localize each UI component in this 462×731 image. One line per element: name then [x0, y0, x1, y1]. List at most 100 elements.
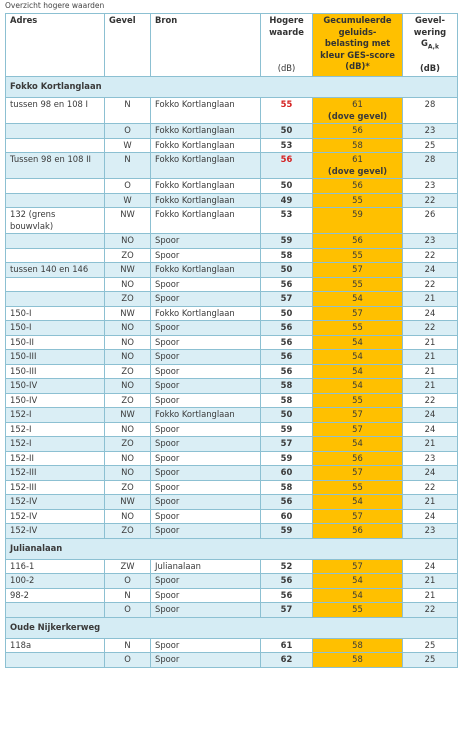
hogere-waarde: 55	[280, 99, 293, 109]
table-row: 150-II NO Spoor 56 54 21	[5, 334, 458, 350]
gevel: ZO	[121, 525, 134, 535]
bron-cell: Spoor	[150, 233, 261, 249]
gevel: NW	[120, 496, 135, 506]
adres-cell: 150-III	[5, 349, 105, 365]
bron: Spoor	[155, 235, 180, 245]
gecumuleerd: 55	[352, 194, 363, 205]
header-unit: (dB)	[277, 62, 296, 73]
gevel: NW	[120, 307, 135, 318]
gecumuleerd: 56	[352, 180, 363, 190]
hogere-waarde: 53	[280, 139, 293, 150]
gevelwering-cell: 24	[402, 465, 458, 481]
gevelwering: 23	[424, 235, 436, 245]
adres: tussen 140 en 146	[10, 264, 89, 274]
hogere-cell: 50	[260, 305, 313, 321]
header-text: Gevel	[109, 15, 136, 25]
table-row: 152-II NO Spoor 59 56 23	[5, 450, 458, 466]
adres-cell: 150-I	[5, 305, 105, 321]
table-row: W Fokko Kortlanglaan 53 58 25	[5, 137, 458, 153]
adres-cell: 152-IV	[5, 523, 105, 539]
gecumuleerd: 57	[352, 307, 363, 318]
ges-cell: 54	[312, 587, 403, 603]
header-symbol: G	[421, 38, 428, 48]
adres: 150-I	[10, 307, 32, 318]
gecumuleerd: 55	[352, 394, 363, 405]
adres-cell	[5, 233, 105, 249]
bron: Spoor	[155, 278, 180, 289]
gevel: ZO	[121, 481, 134, 492]
gevel: NO	[121, 510, 134, 521]
header-text: Gecumuleerde geluids-belasting met kleur…	[320, 15, 395, 71]
gevelwering: 25	[424, 139, 436, 150]
section-title: Oude Nijkerkerweg	[5, 616, 458, 639]
gevel: O	[124, 180, 131, 190]
gevel-cell: ZW	[104, 558, 151, 574]
table-row: NO Spoor 56 55 22	[5, 276, 458, 292]
gevel: ZW	[120, 560, 135, 571]
adres-cell: 150-IV	[5, 378, 105, 394]
gevel: O	[124, 575, 131, 585]
adres-cell	[5, 276, 105, 292]
gevelwering: 21	[424, 336, 436, 347]
gevel-cell: NO	[104, 334, 151, 350]
gevelwering: 22	[424, 194, 436, 205]
gecumuleerd: 54	[352, 380, 363, 390]
hogere-waarde: 56	[280, 336, 293, 347]
gevelwering: 25	[424, 639, 436, 650]
ges-cell: 56	[312, 450, 403, 466]
bron-cell: Fokko Kortlanglaan	[150, 262, 261, 278]
gevel: NO	[121, 467, 134, 477]
gecumuleerd: 54	[352, 575, 363, 585]
hogere-cell: 56	[260, 363, 313, 379]
gevelwering: 24	[424, 560, 436, 571]
adres-cell: 150-II	[5, 334, 105, 350]
gecumuleerd: 61	[352, 154, 363, 164]
gevelwering-cell: 21	[402, 378, 458, 394]
header-text: Bron	[155, 15, 178, 25]
ges-cell: 57	[312, 508, 403, 524]
hogere-waarde: 60	[280, 467, 293, 477]
hogere-waarde: 52	[280, 560, 293, 571]
bron: Fokko Kortlanglaan	[155, 209, 235, 219]
gevelwering: 21	[424, 575, 436, 585]
adres-cell	[5, 137, 105, 153]
header-cell: Gecumuleerde geluids-belasting met kleur…	[312, 13, 403, 77]
hogere-waarde: 62	[280, 654, 293, 664]
gevelwering-cell: 21	[402, 587, 458, 603]
gevel: NW	[120, 209, 135, 219]
hogere-cell: 59	[260, 450, 313, 466]
hogere-cell: 53	[260, 207, 313, 234]
gevel-cell: NO	[104, 421, 151, 437]
gevel-cell: O	[104, 178, 151, 194]
gecumuleerd: 54	[352, 351, 363, 361]
hogere-waarde: 57	[280, 438, 293, 448]
gecumuleerd: 56	[352, 452, 363, 463]
gevel: NO	[121, 336, 134, 347]
gevelwering: 24	[424, 423, 436, 434]
adres-cell: 98-2	[5, 587, 105, 603]
ges-cell: 57	[312, 407, 403, 423]
ges-cell: 54	[312, 494, 403, 510]
gevel: NO	[121, 380, 134, 390]
hogere-waarde: 57	[280, 604, 293, 614]
gevelwering: 28	[424, 154, 436, 164]
bron: Spoor	[155, 249, 180, 260]
gevelwering-cell: 24	[402, 305, 458, 321]
gevelwering-cell: 28	[402, 97, 458, 124]
hogere-waarde: 58	[280, 249, 293, 260]
gevelwering-cell: 22	[402, 276, 458, 292]
hogere-cell: 60	[260, 465, 313, 481]
header-cell: Adres	[5, 13, 105, 77]
gecumuleerd: 58	[352, 654, 363, 664]
hogere-cell: 59	[260, 421, 313, 437]
ges-cell: 57	[312, 465, 403, 481]
gevelwering: 23	[424, 452, 436, 463]
gevel: NO	[121, 351, 134, 361]
gevel-cell: N	[104, 97, 151, 124]
bron: Spoor	[155, 510, 180, 521]
table-row: O Fokko Kortlanglaan 50 56 23	[5, 178, 458, 194]
bron: Spoor	[155, 423, 180, 434]
gevelwering: 23	[424, 180, 436, 190]
gecumuleerd: 55	[352, 481, 363, 492]
hogere-cell: 56	[260, 587, 313, 603]
